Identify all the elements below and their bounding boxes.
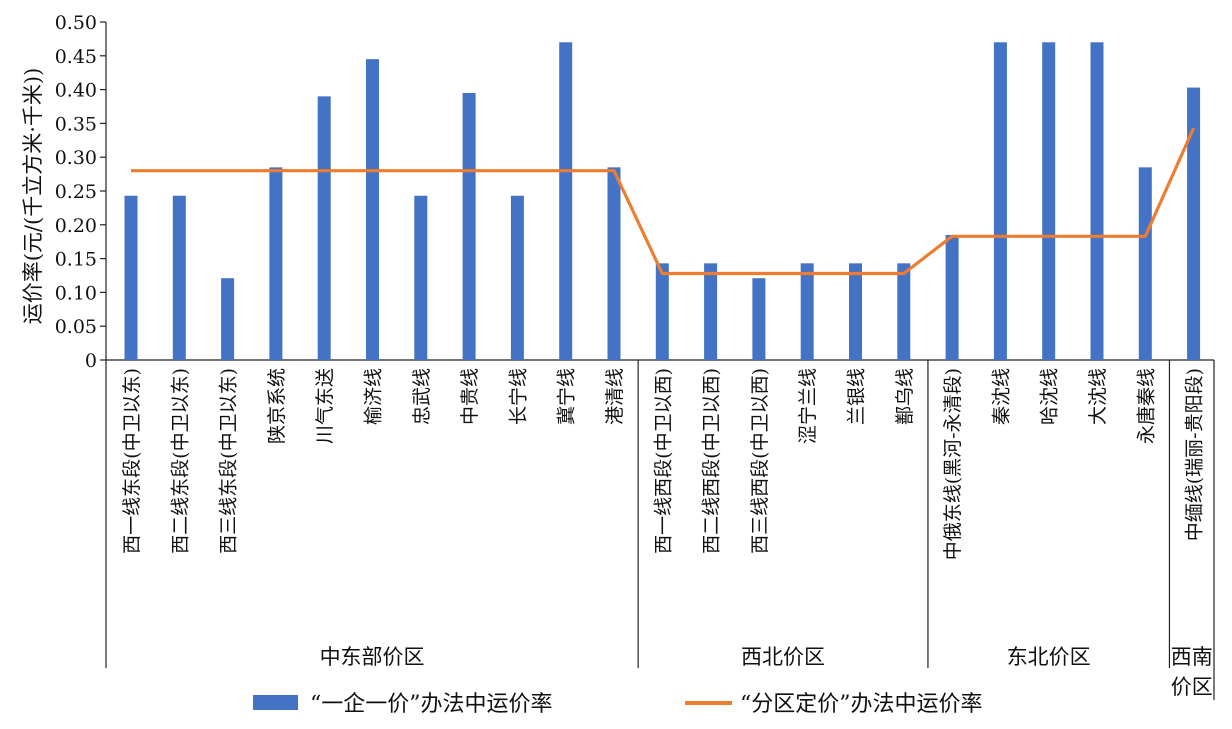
bar (221, 278, 235, 360)
category-label: 西二线西段(中卫以西) (701, 368, 723, 554)
bar (172, 195, 186, 360)
bar (800, 263, 814, 360)
category-label: 西三线东段(中卫以东) (218, 368, 240, 554)
category-label: 中缅线(瑞丽-贵阳段) (1184, 368, 1206, 541)
category-label: 秦沈线 (990, 368, 1012, 425)
category-label: 中俄东线(黑河-永清段) (942, 368, 964, 560)
region-label: 西南 (1171, 645, 1213, 669)
category-label: 忠武线 (411, 368, 433, 425)
bar (945, 234, 959, 360)
y-tick-label: 0.40 (55, 80, 97, 102)
region-label: 西北价区 (741, 645, 825, 669)
bar (1090, 42, 1104, 360)
bar (655, 263, 669, 360)
y-tick-label: 0.15 (55, 249, 97, 271)
y-tick-label: 0.10 (55, 282, 97, 304)
legend-line-label: “分区定价”办法中运价率 (740, 692, 983, 717)
category-label: 西一线东段(中卫以东) (121, 368, 143, 554)
bar (752, 278, 766, 360)
bar (510, 195, 524, 360)
bar (849, 263, 862, 360)
category-label: 冀宁线 (556, 368, 578, 425)
y-axis-label: 运价率(元/(千立方米·千米)) (21, 68, 45, 325)
category-label: 涩宁兰线 (797, 368, 819, 444)
y-tick-label: 0.30 (55, 147, 97, 169)
bar (1042, 42, 1056, 360)
category-labels: 西一线东段(中卫以东) 西二线东段(中卫以东) 西三线东段(中卫以东) 陕京系统 川气东… (121, 368, 1206, 560)
category-label: 兰银线 (846, 368, 868, 425)
category-label: 哈沈线 (1039, 368, 1061, 425)
y-tick-label: 0.20 (55, 215, 97, 237)
y-tick-label: 0.25 (55, 181, 97, 203)
region-label: 中东部价区 (320, 645, 425, 669)
bar (993, 42, 1007, 360)
y-tick-label: 0.50 (55, 12, 97, 34)
category-label: 西一线西段(中卫以西) (652, 368, 674, 554)
bar (704, 263, 718, 360)
category-label: 长宁线 (507, 368, 529, 425)
legend: “一企一价”办法中运价率 “分区定价”办法中运价率 (253, 692, 983, 717)
legend-bar-swatch (253, 695, 298, 710)
category-label: 陕京系统 (266, 368, 288, 444)
axes: 0 0.05 0.10 0.15 0.20 0.25 0.30 0.35 0.40 0.45 0.5… (55, 12, 1214, 372)
category-label: 西三线西段(中卫以西) (749, 368, 771, 554)
bar (1138, 167, 1152, 360)
legend-bar-label: “一企一价”办法中运价率 (310, 692, 553, 717)
series-line (131, 127, 1196, 276)
y-tick-label: 0.45 (55, 46, 97, 68)
region-label: 东北价区 (1007, 645, 1091, 669)
category-label: 大沈线 (1087, 368, 1109, 425)
category-label: 川气东送 (314, 368, 336, 444)
category-label: 永唐秦线 (1135, 368, 1157, 444)
bar-series (124, 42, 1201, 361)
y-tick-label: 0.05 (55, 316, 97, 338)
bar (124, 195, 138, 360)
bar (607, 167, 621, 360)
category-label: 鄯乌线 (894, 368, 916, 425)
region-label: 价区 (1171, 675, 1213, 699)
bar (897, 263, 911, 360)
bar (462, 92, 476, 360)
category-label: 中贵线 (459, 368, 481, 425)
line-series (131, 127, 1196, 276)
y-tick-label: 0.35 (55, 113, 97, 135)
bar (317, 96, 331, 361)
y-tick-label: 0 (85, 350, 97, 372)
category-label: 港清线 (604, 368, 626, 425)
bar (1187, 87, 1201, 361)
bar (559, 42, 573, 360)
bar (366, 59, 379, 361)
bar (414, 195, 428, 360)
bar (269, 167, 283, 360)
category-label: 榆济线 (363, 368, 385, 425)
category-label: 西二线东段(中卫以东) (169, 368, 191, 554)
